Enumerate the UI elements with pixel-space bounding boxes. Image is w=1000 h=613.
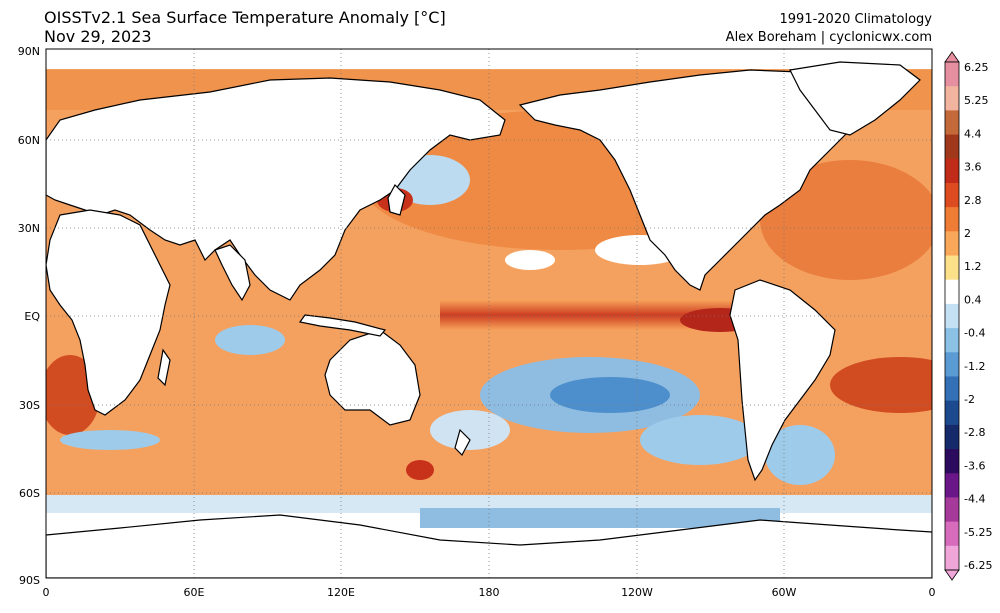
lat-label-eq: EQ <box>24 310 40 323</box>
lon-label-120w: 120W <box>621 586 653 599</box>
lat-label-90n: 90N <box>18 45 40 58</box>
lat-label-60s: 60S <box>19 487 40 500</box>
indonesia <box>298 314 387 337</box>
colorbar-tick-label: -0.4 <box>964 327 985 340</box>
colorbar-segment <box>945 110 959 136</box>
lat-label-30s: 30S <box>19 399 40 412</box>
colorbar-segment <box>945 376 959 402</box>
south-america <box>729 279 836 482</box>
lat-label-60n: 60N <box>18 134 40 147</box>
colorbar-segment <box>945 521 959 547</box>
colorbar-tick-label: -3.6 <box>964 459 985 472</box>
colorbar-tick-label: 1.2 <box>964 260 982 273</box>
colorbar-tick-label: -6.25 <box>964 559 992 572</box>
colorbar-tick-label: 2.8 <box>964 194 982 207</box>
japan <box>387 184 406 216</box>
colorbar: 6.25 5.25 4.4 3.6 2.8 2 1.2 0.4 -0.4 -1.2 -2 -2.8 -3… <box>944 51 992 581</box>
lon-label-180: 180 <box>479 586 500 599</box>
graticule <box>46 49 932 578</box>
map-title: OISSTv2.1 Sea Surface Temperature Anomal… <box>44 8 446 46</box>
colorbar-segment <box>945 158 959 184</box>
colorbar-segment <box>945 352 959 377</box>
colorbar-min-arrow <box>944 569 960 581</box>
author-credit: Alex Boreham | cyclonicwx.com <box>725 30 932 45</box>
colorbar-segment <box>945 182 959 208</box>
colorbar-segment <box>945 424 959 450</box>
colorbar-segment <box>945 231 959 257</box>
colorbar-tick-label: -5.25 <box>964 526 992 539</box>
longitude-labels: 0 60E 120E 180 120W 60W 0 <box>43 586 936 599</box>
colorbar-segment <box>945 497 959 523</box>
lon-label-0-left: 0 <box>43 586 50 599</box>
colorbar-frame <box>944 61 960 571</box>
lon-label-60e: 60E <box>184 586 205 599</box>
lat-label-90s: 90S <box>19 574 40 587</box>
continents <box>46 61 932 578</box>
lon-label-60w: 60W <box>772 586 797 599</box>
colorbar-tick-label: -4.4 <box>964 493 985 506</box>
colorbar-tick-label: -2.8 <box>964 426 985 439</box>
eurasia <box>46 77 506 301</box>
north-america <box>518 69 871 291</box>
new-zealand <box>454 428 471 456</box>
colorbar-segment <box>945 303 959 329</box>
colorbar-tick-label: -2 <box>964 393 975 406</box>
colorbar-segment <box>945 279 959 305</box>
colorbar-segment <box>945 207 959 232</box>
credit-block: 1991-2020 Climatology Alex Boreham | cyc… <box>726 11 932 47</box>
climatology-label: 1991-2020 Climatology <box>779 12 932 27</box>
colorbar-segment <box>945 134 959 160</box>
colorbar-segment <box>945 400 959 426</box>
madagascar <box>157 348 171 387</box>
colorbar-tick-label: 5.25 <box>964 94 989 107</box>
india <box>214 244 251 302</box>
lon-label-0-right: 0 <box>929 586 936 599</box>
colorbar-tick-label: 4.4 <box>964 127 982 140</box>
title-line-1: OISSTv2.1 Sea Surface Temperature Anomal… <box>44 8 446 27</box>
antarctica <box>46 514 932 578</box>
colorbar-tick-label: -1.2 <box>964 360 985 373</box>
colorbar-segment <box>945 545 959 571</box>
colorbar-max-arrow <box>944 51 960 63</box>
greenland <box>789 61 921 136</box>
colorbar-tick-label: 2 <box>964 227 971 240</box>
colorbar-segment <box>945 86 959 111</box>
colorbar-segment <box>945 473 959 498</box>
colorbar-segment <box>945 62 959 87</box>
colorbar-tick-label: 0.4 <box>964 293 982 306</box>
title-line-2: Nov 29, 2023 <box>44 27 152 46</box>
colorbar-tick-label: 6.25 <box>964 61 989 74</box>
africa <box>46 209 171 416</box>
colorbar-segment <box>945 328 959 353</box>
colorbar-segment <box>945 255 959 281</box>
lon-label-120e: 120E <box>327 586 355 599</box>
lat-label-30n: 30N <box>18 222 40 235</box>
latitude-labels: 90N 60N 30N EQ 30S 60S 90S <box>18 45 41 587</box>
colorbar-segment <box>945 449 959 474</box>
map-frame <box>45 48 933 579</box>
colorbar-tick-label: 3.6 <box>964 161 982 174</box>
